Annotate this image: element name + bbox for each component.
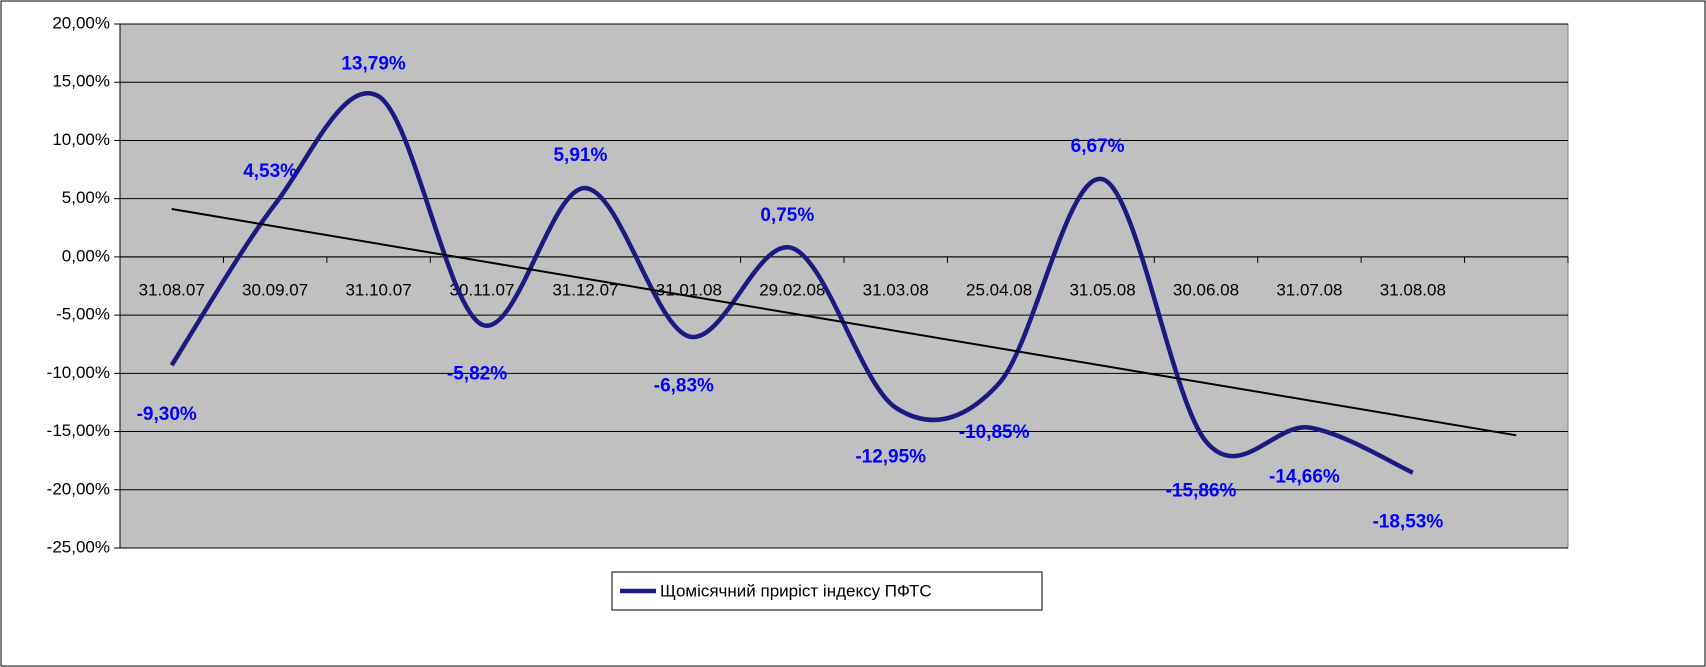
line-series [169,91,1414,475]
data-label: 5,91% [553,145,607,166]
y-tick-label: -20,00% [47,479,110,498]
data-label: -9,30% [137,404,197,425]
y-tick-label: 0,00% [62,246,110,265]
y-tick-label: -15,00% [47,421,110,440]
y-tick-label: -10,00% [47,363,110,382]
legend-box [611,571,1043,611]
y-tick-label: 20,00% [52,13,110,32]
y-tick-label: 10,00% [52,130,110,149]
x-tick-label: 31.07.08 [1276,280,1342,299]
x-tick-label: 30.09.07 [242,280,308,299]
x-tick-label: 31.10.07 [345,280,411,299]
data-label: -5,82% [447,364,507,385]
x-tick-label: 31.03.08 [863,280,929,299]
data-label: 4,53% [243,161,297,182]
y-tick-label: -25,00% [47,537,110,556]
x-tick-label: 25.04.08 [966,280,1032,299]
plot-area [119,23,1569,549]
data-label: -14,66% [1269,467,1340,488]
x-tick-label: 30.11.07 [450,280,515,299]
data-label: -12,95% [855,447,926,468]
x-tick-label: 31.05.08 [1069,280,1135,299]
data-label: -6,83% [654,375,714,396]
data-label: 13,79% [341,53,406,74]
data-label: -18,53% [1372,512,1443,533]
trendline [171,208,1517,437]
x-tick-label: 31.01.08 [656,280,722,299]
legend-label: Щомісячний приріст індексу ПФТС [660,581,932,600]
y-tick-label: 15,00% [52,72,110,91]
data-label: 0,75% [760,205,814,226]
x-tick-label: 31.08.08 [1380,280,1446,299]
x-tick-label: 31.08.07 [139,280,205,299]
data-label: 6,67% [1071,136,1125,157]
x-tick-label: 31.12.07 [552,280,618,299]
data-label: -15,86% [1166,481,1237,502]
y-tick-label: -5,00% [56,305,110,324]
data-label: -10,85% [959,422,1030,443]
x-tick-label: 30.06.08 [1173,280,1239,299]
x-tick-label: 29.02.08 [759,280,825,299]
y-tick-label: 5,00% [62,188,110,207]
